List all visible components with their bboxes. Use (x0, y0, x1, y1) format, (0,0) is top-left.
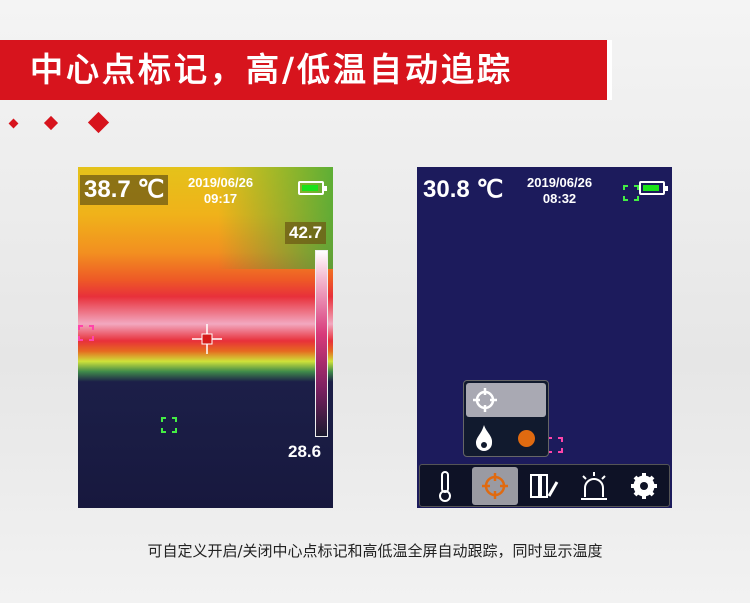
diamond-decoration (8, 118, 19, 129)
scale-min: 28.6 (288, 442, 322, 461)
center-temperature: 30.8 ℃ (423, 176, 504, 203)
crosshair-icon (473, 388, 497, 412)
scale-max: 42.7 (285, 222, 327, 244)
toggle-indicator[interactable] (518, 430, 535, 447)
battery-icon (298, 181, 327, 195)
diamond-decoration (87, 111, 110, 134)
high-temp-marker-icon (78, 325, 94, 341)
crosshair-icon (481, 472, 508, 499)
tracking-popup-menu (463, 380, 549, 457)
palette-button[interactable] (521, 467, 567, 505)
datetime: 2019/06/26 09:17 (188, 175, 254, 206)
center-mark-option[interactable] (466, 383, 546, 417)
low-temp-marker-icon (623, 185, 639, 201)
center-crosshair-icon (192, 324, 222, 354)
alarm-button[interactable] (571, 467, 617, 505)
tracking-button[interactable] (471, 466, 518, 505)
thermal-screen-right: 30.8 ℃ 2019/06/26 08:32 (417, 167, 672, 508)
alarm-icon (581, 471, 608, 500)
palette-icon (530, 473, 559, 498)
high-temp-marker-icon (547, 437, 563, 453)
color-scale-bar (315, 250, 328, 437)
bottom-toolbar (419, 464, 670, 507)
settings-button[interactable] (621, 467, 667, 505)
temperature-button[interactable] (422, 467, 468, 505)
datetime: 2019/06/26 08:32 (527, 175, 593, 206)
gear-icon (631, 472, 658, 499)
hotspot-tracking-option[interactable] (466, 421, 546, 455)
caption: 可自定义开启/关闭中心点标记和高低温全屏自动跟踪，同时显示温度 (147, 542, 603, 560)
banner-title: 中心点标记，高/低温自动追踪 (0, 40, 612, 100)
low-temp-marker-icon (161, 417, 177, 433)
flame-icon (476, 425, 493, 451)
thermal-screen-left: 38.7 ℃ 2019/06/26 09:17 42.7 28.6 (78, 167, 333, 508)
diamond-decoration (43, 115, 59, 131)
center-temperature: 38.7 ℃ (80, 175, 169, 205)
battery-icon (639, 181, 668, 195)
thermometer-icon (438, 470, 451, 502)
